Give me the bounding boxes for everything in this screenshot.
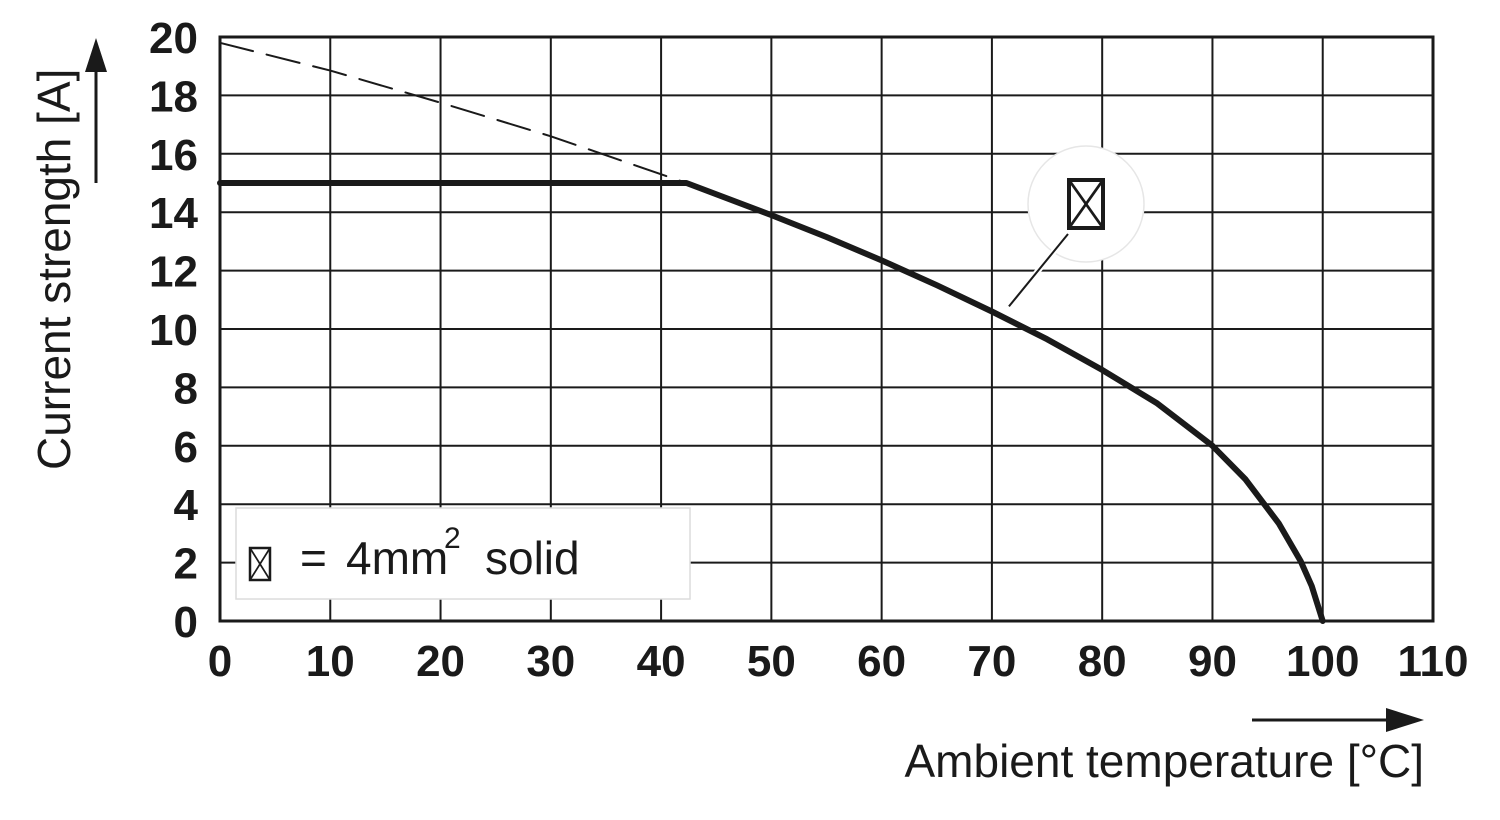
- legend-equals: =: [300, 532, 327, 584]
- x-tick-label: 100: [1286, 637, 1359, 686]
- x-axis-ticks: 0 10 20 30 40 50 60 70 80 90 100 110: [208, 637, 1469, 686]
- wire-cross-section-icon: [1067, 178, 1105, 230]
- series-line-solid: [217, 180, 1326, 624]
- y-tick-label: 10: [149, 306, 198, 355]
- y-tick-label: 4: [174, 481, 199, 530]
- legend-label-main: 4mm: [346, 532, 448, 584]
- x-tick-label: 30: [526, 637, 575, 686]
- x-tick-label: 10: [306, 637, 355, 686]
- legend-label-tail: solid: [485, 532, 580, 584]
- x-tick-label: 60: [857, 637, 906, 686]
- y-axis-title-group: Current strength [A]: [28, 38, 107, 470]
- y-tick-label: 6: [174, 423, 198, 472]
- x-tick-label: 110: [1398, 637, 1469, 686]
- x-axis-title-group: Ambient temperature [°C]: [905, 708, 1425, 787]
- y-tick-label: 14: [149, 189, 198, 238]
- y-axis-arrow-icon: [85, 38, 107, 72]
- y-axis-ticks: 0 2 4 6 8 10 12 14 16 18 20: [149, 14, 198, 647]
- y-tick-label: 12: [149, 248, 198, 297]
- legend-label-superscript: 2: [444, 522, 461, 555]
- y-tick-label: 0: [174, 598, 198, 647]
- x-tick-label: 40: [637, 637, 686, 686]
- y-tick-label: 18: [149, 72, 198, 121]
- annotation: [1006, 145, 1145, 309]
- y-tick-label: 20: [149, 14, 198, 63]
- wire-cross-section-icon: [248, 546, 272, 582]
- x-tick-label: 90: [1188, 637, 1237, 686]
- x-tick-label: 20: [416, 637, 465, 686]
- x-axis-title: Ambient temperature [°C]: [905, 735, 1425, 787]
- x-tick-label: 70: [967, 637, 1016, 686]
- callout-leader-line: [1008, 233, 1069, 308]
- x-tick-label: 50: [747, 637, 796, 686]
- y-tick-label: 16: [149, 131, 198, 180]
- y-tick-label: 8: [174, 364, 198, 413]
- series-line-dashed: [219, 41, 688, 184]
- x-axis-arrow-icon: [1386, 708, 1424, 732]
- legend-box: [235, 507, 691, 600]
- y-tick-label: 2: [174, 540, 198, 589]
- y-axis-title: Current strength [A]: [28, 69, 80, 470]
- x-tick-label: 0: [208, 637, 232, 686]
- series: [217, 41, 1326, 624]
- plot-frame: [218, 35, 1435, 623]
- x-tick-label: 80: [1078, 637, 1127, 686]
